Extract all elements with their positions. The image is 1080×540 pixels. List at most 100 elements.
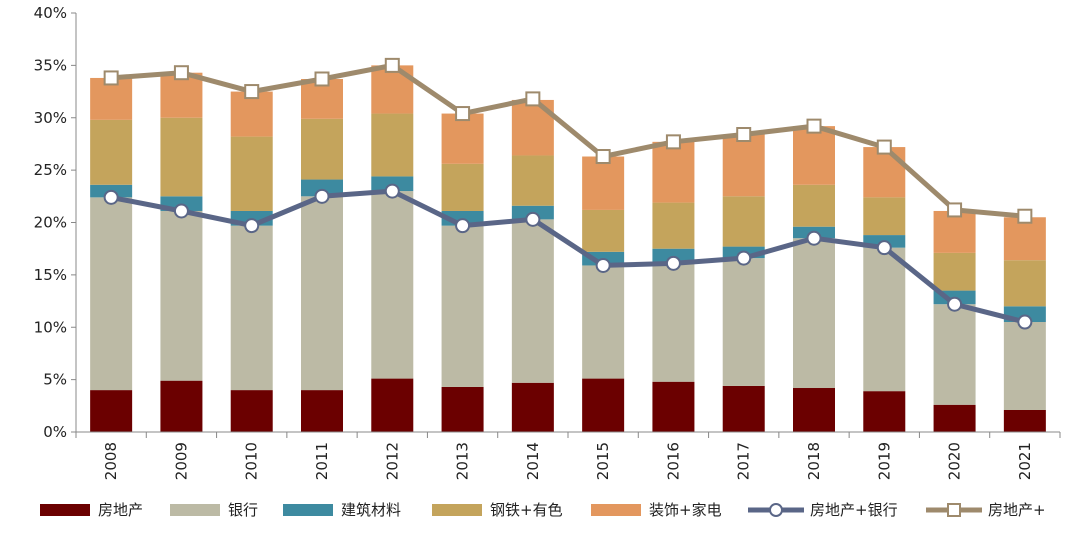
x-tick-label: 2013: [454, 442, 472, 480]
legend-label: 房地产: [98, 501, 143, 519]
bar-segment-4-2015: [582, 156, 625, 210]
legend-item-1: 银行: [170, 501, 258, 519]
bar-segment-1-2021: [1003, 322, 1046, 411]
line-point-1-2015: [595, 149, 611, 165]
line-point-0-2018: [806, 230, 822, 246]
legend-label: 建筑材料: [341, 501, 401, 519]
legend-label: 房地产+: [988, 501, 1046, 519]
line-point-0-2019: [876, 240, 892, 256]
lines-layer: [103, 57, 1033, 330]
bar-segment-0-2010: [230, 390, 273, 432]
bar-segment-1-2017: [722, 258, 765, 386]
legend-swatch: [283, 504, 333, 516]
bar-segment-0-2015: [582, 378, 625, 432]
bar-segment-1-2020: [933, 304, 976, 405]
legend-swatch: [591, 504, 641, 516]
x-tick-label: 2017: [735, 442, 753, 480]
y-tick-label: 5%: [43, 371, 67, 389]
y-tick-label: 0%: [43, 423, 67, 441]
bar-segment-4-2020: [933, 210, 976, 253]
bar-segment-3-2008: [90, 119, 133, 185]
x-tick-label: 2015: [594, 442, 612, 480]
y-tick-label: 10%: [34, 318, 67, 336]
bar-segment-3-2015: [582, 209, 625, 252]
bar-segment-4-2019: [863, 147, 906, 198]
bars-layer: [90, 65, 1046, 432]
y-tick-label: 35%: [34, 56, 67, 74]
bar-segment-1-2013: [441, 225, 484, 387]
legend-label: 房地产+银行: [810, 501, 898, 519]
line-point-0-2021: [1017, 314, 1033, 330]
legend-item-3: 钢铁+有色: [432, 501, 563, 519]
line-point-0-2016: [665, 255, 681, 271]
bar-segment-0-2016: [652, 381, 695, 432]
legend-marker: [947, 503, 961, 517]
bar-segment-4-2010: [230, 91, 273, 137]
line-point-0-2013: [455, 218, 471, 234]
bar-segment-4-2009: [160, 72, 203, 118]
line-point-1-2008: [103, 70, 119, 86]
line-point-0-2015: [595, 257, 611, 273]
y-tick-label: 20%: [34, 214, 67, 232]
line-point-0-2011: [314, 188, 330, 204]
line-series-1: [110, 62, 1026, 219]
bar-segment-4-2021: [1003, 217, 1046, 261]
line-point-1-2017: [736, 127, 752, 143]
bar-segment-3-2013: [441, 163, 484, 211]
bar-segment-1-2018: [793, 238, 835, 389]
line-point-1-2009: [173, 65, 189, 81]
y-tick-label: 15%: [34, 266, 67, 284]
bar-segment-2-2011: [301, 179, 343, 197]
bar-segment-3-2018: [793, 184, 835, 227]
bar-segment-0-2009: [160, 380, 203, 432]
line-point-0-2010: [244, 218, 260, 234]
legend-item-5: 房地产+银行: [748, 501, 898, 519]
y-tick-label: 25%: [34, 161, 67, 179]
bar-segment-1-2008: [90, 197, 133, 391]
x-tick-label: 2021: [1016, 442, 1034, 480]
line-point-1-2016: [665, 134, 681, 150]
line-point-1-2019: [876, 139, 892, 155]
bar-segment-1-2015: [582, 265, 625, 379]
bar-segment-3-2019: [863, 197, 906, 236]
line-point-0-2020: [947, 296, 963, 312]
line-point-1-2014: [525, 91, 541, 107]
line-point-0-2014: [525, 211, 541, 227]
line-point-0-2008: [103, 189, 119, 205]
bar-segment-0-2019: [863, 391, 906, 432]
bar-segment-3-2009: [160, 117, 203, 197]
bar-segment-0-2012: [371, 378, 414, 432]
bar-segment-1-2009: [160, 210, 203, 381]
bar-segment-1-2010: [230, 225, 273, 391]
line-point-1-2021: [1017, 208, 1033, 224]
bar-segment-1-2012: [371, 191, 414, 379]
legend-label: 装饰+家电: [649, 501, 722, 519]
bar-segment-1-2011: [301, 196, 343, 391]
line-series-0: [110, 188, 1026, 325]
axes-layer: 0% 5% 10% 15% 20% 25% 30% 35% 40% 2008 2009 2010 201…: [34, 4, 1061, 480]
bar-segment-1-2019: [863, 247, 906, 392]
legend-swatch: [170, 504, 220, 516]
x-tick-label: 2011: [313, 442, 331, 480]
bar-segment-3-2016: [652, 202, 695, 249]
bar-segment-4-2016: [652, 141, 695, 203]
line-point-1-2010: [244, 84, 260, 100]
legend-item-4: 装饰+家电: [591, 501, 722, 519]
bar-segment-3-2014: [511, 155, 554, 206]
legend-item-6: 房地产+: [926, 501, 1046, 519]
x-tick-label: 2018: [805, 442, 823, 480]
bar-segment-0-2008: [90, 390, 133, 432]
bar-segment-0-2021: [1003, 410, 1046, 432]
line-point-0-2009: [173, 203, 189, 219]
bar-segment-0-2017: [722, 385, 765, 432]
line-point-1-2012: [384, 57, 400, 73]
line-point-0-2012: [384, 183, 400, 199]
bar-segment-0-2020: [933, 404, 976, 432]
line-point-1-2013: [455, 106, 471, 122]
x-tick-label: 2012: [383, 442, 401, 480]
legend-item-0: 房地产: [40, 501, 143, 519]
bar-segment-4-2013: [441, 113, 484, 164]
x-tick-label: 2019: [875, 442, 893, 480]
bar-segment-4-2018: [793, 126, 835, 185]
